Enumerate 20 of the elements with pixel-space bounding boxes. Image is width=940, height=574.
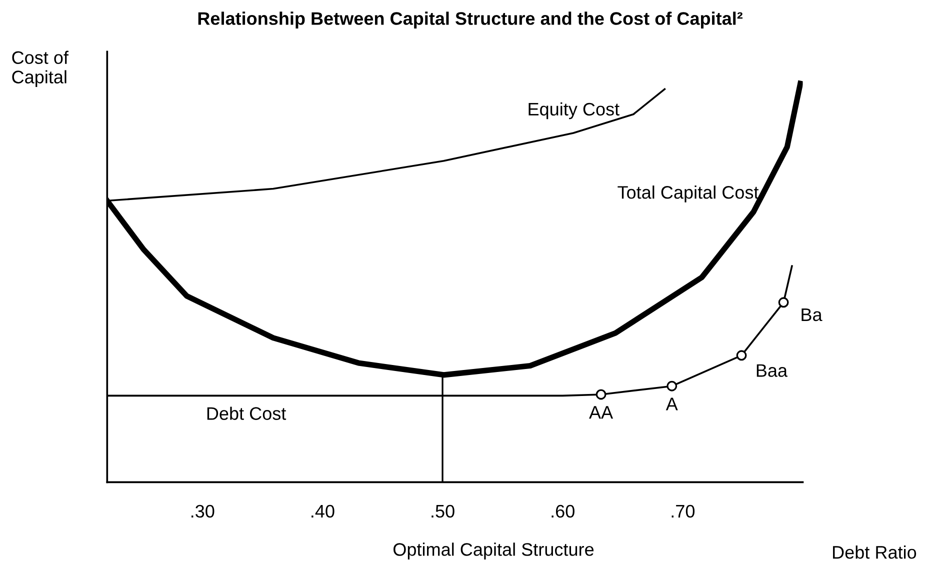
x-tick-label: .60: [552, 504, 574, 518]
series-label: Total Capital Cost: [618, 186, 759, 202]
point: [778, 297, 789, 308]
chart-title: Relationship Between Capital Structure and the Cost of Capital²: [198, 12, 743, 29]
x-tick-label: .50: [432, 504, 454, 518]
point: [666, 380, 678, 392]
annotation: Baa: [756, 364, 788, 377]
y-axis-title: Cost of Capital: [12, 50, 69, 88]
series-label: Debt Cost: [207, 406, 286, 420]
point: [736, 350, 747, 361]
annotation: AA: [589, 406, 614, 419]
series-label: Equity Cost: [528, 102, 620, 120]
x-tick-label: .70: [672, 504, 695, 518]
x-tick-label: .40: [312, 504, 334, 518]
annotation: A: [666, 398, 678, 410]
x-axis-title: Debt Ratio: [833, 545, 916, 559]
annotation: Ba: [802, 308, 822, 322]
point: [596, 389, 606, 400]
text: Optimal Capital Structure: [394, 542, 594, 560]
x-tick-label: .30: [191, 504, 214, 518]
